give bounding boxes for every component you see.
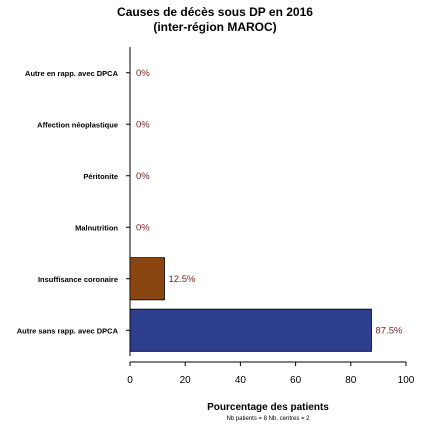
bar-value-label: 87.5%: [376, 325, 403, 336]
chart-title-line-2: (inter-région MAROC): [153, 20, 276, 34]
bar-value-label: 0%: [136, 68, 150, 79]
bar-value-label: 0%: [136, 119, 150, 130]
x-tick-label: 0: [127, 375, 133, 386]
plot-area: 0 20 40 60 80 100 Autre en rapp. avec DPCA 0% Af…: [17, 47, 415, 386]
bar-value-label: 12.5%: [169, 274, 196, 285]
x-tick-label: 20: [180, 375, 192, 386]
y-category-label: Malnutrition: [75, 223, 118, 232]
chart-title-line-1: Causes de décès sous DP en 2016: [117, 5, 313, 19]
x-tick-label: 100: [398, 375, 415, 386]
bar-value-label: 0%: [136, 222, 150, 233]
y-category-label: Affection néoplastique: [37, 120, 118, 129]
y-category-label: Péritonite: [83, 172, 118, 181]
x-tick-label: 80: [345, 375, 357, 386]
x-tick-label: 60: [290, 375, 302, 386]
x-tick-label: 40: [235, 375, 247, 386]
bar-value-label: 0%: [136, 171, 150, 182]
y-category-label: Autre en rapp. avec DPCA: [25, 69, 119, 78]
bar: [129, 308, 372, 352]
footnote: Nb patients = 8 Nb. centres = 2: [226, 416, 310, 422]
x-axis-label: Pourcentage des patients: [207, 402, 329, 413]
bar: [129, 257, 165, 301]
y-category-label: Autre sans rapp. avec DPCA: [17, 326, 119, 335]
y-category-label: Insuffisance coronaire: [38, 275, 118, 284]
